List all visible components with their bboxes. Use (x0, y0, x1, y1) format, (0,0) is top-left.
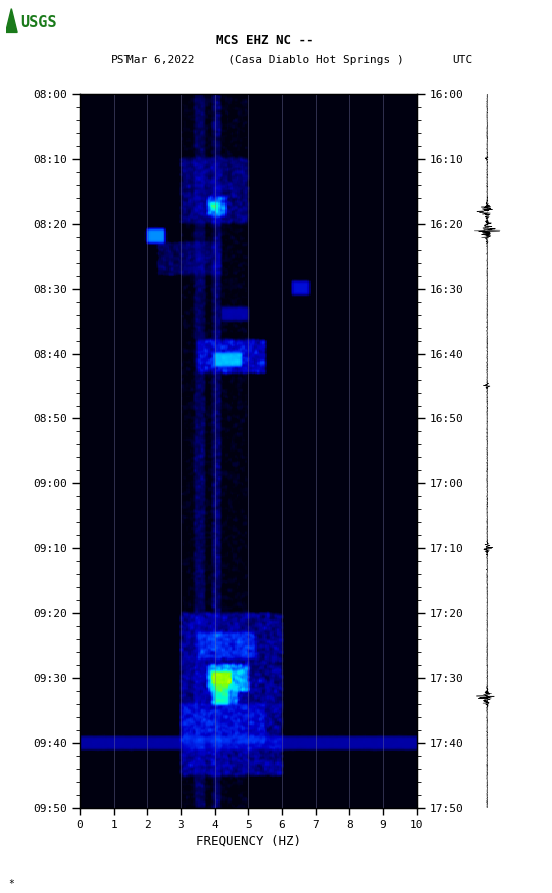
Text: USGS: USGS (20, 15, 57, 29)
Text: *: * (8, 879, 14, 889)
Text: Mar 6,2022     (Casa Diablo Hot Springs ): Mar 6,2022 (Casa Diablo Hot Springs ) (126, 54, 404, 65)
Text: UTC: UTC (453, 54, 473, 65)
Text: MCS EHZ NC --: MCS EHZ NC -- (216, 34, 314, 46)
Polygon shape (6, 9, 17, 32)
Text: PST: PST (110, 54, 131, 65)
X-axis label: FREQUENCY (HZ): FREQUENCY (HZ) (196, 834, 301, 847)
